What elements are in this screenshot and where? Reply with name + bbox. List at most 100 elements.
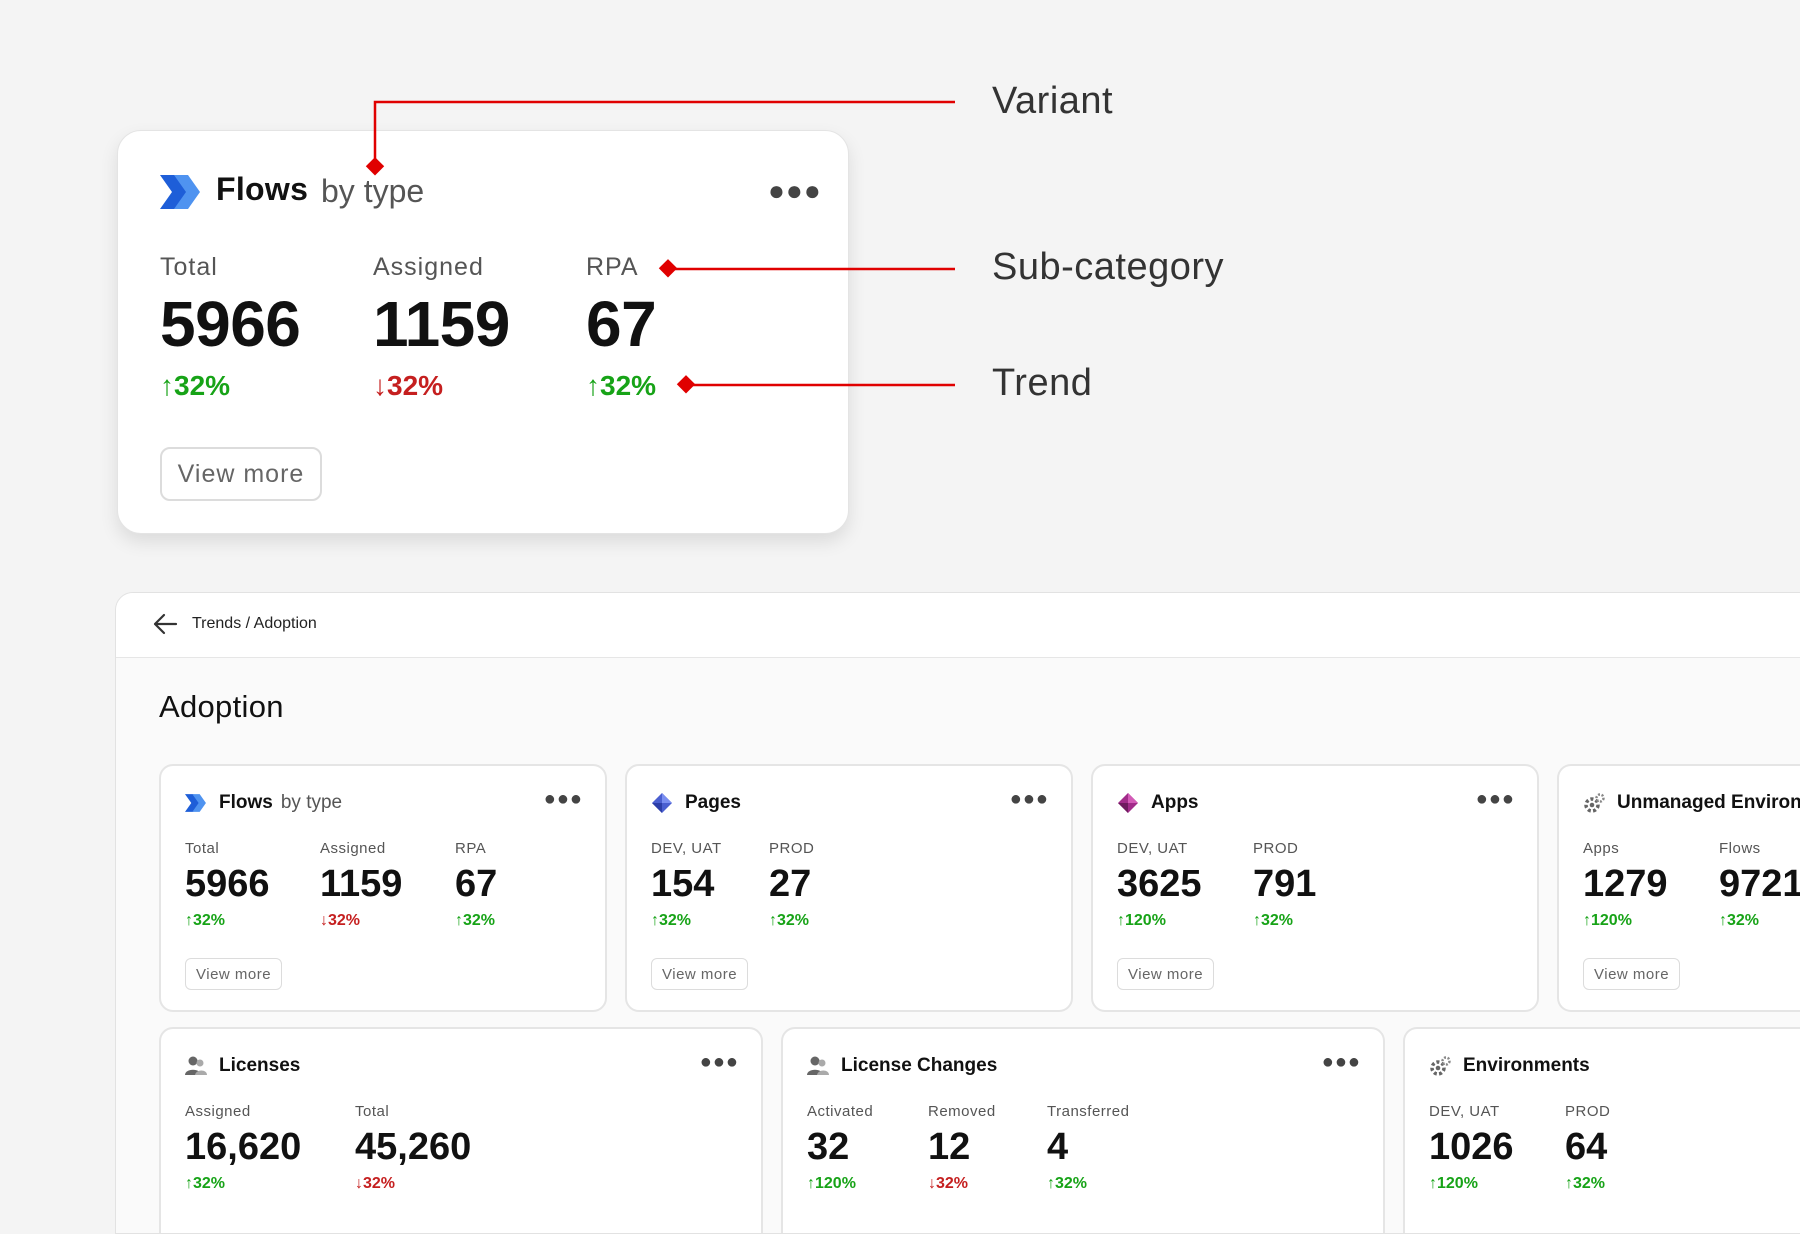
view-more-button[interactable]: View more [651, 958, 749, 990]
gear-icon [1584, 793, 1605, 813]
metric-label: PROD [1565, 1103, 1611, 1120]
metric-value: 1159 [320, 863, 403, 905]
back-arrow-icon[interactable] [152, 611, 178, 637]
flows-icon [160, 175, 200, 209]
metric-rpa: RPA 67 ↑32% [586, 253, 657, 402]
more-dots-icon[interactable]: ●●● [543, 788, 583, 810]
metric-value: 67 [455, 863, 498, 905]
metric-trend: ↑32% [586, 370, 657, 401]
users-icon [807, 1056, 829, 1075]
gear-icon [1430, 1056, 1451, 1076]
view-more-button[interactable]: View more [1117, 958, 1215, 990]
metric-label: PROD [769, 840, 815, 857]
metric-trend: ↓32% [320, 912, 361, 929]
metric-value: 32 [807, 1126, 850, 1168]
metric: Flows 9721 ↑32% [1719, 840, 1800, 930]
metric: DEV, UAT 3625 ↑120% [1117, 840, 1202, 930]
view-more-button[interactable]: View more [185, 958, 283, 990]
metric-trend: ↓32% [355, 1175, 396, 1192]
metric: Total 45,260 ↓32% [355, 1103, 471, 1193]
card-variant: by type [280, 792, 343, 813]
metric-value: 45,260 [355, 1126, 472, 1168]
card-license-changes: License Changes ●●● Activated 32 ↑120% R… [781, 1027, 1385, 1233]
metric-label: Total [160, 253, 218, 281]
metric-value: 1159 [373, 288, 510, 360]
metric-label: Assigned [320, 840, 386, 857]
metric: PROD 791 ↑32% [1253, 840, 1316, 930]
card-title: License Changes [841, 1055, 998, 1076]
more-dots-icon[interactable]: ●●● [768, 175, 822, 206]
metric-value: 791 [1253, 863, 1317, 905]
card-header: Flows by type [219, 792, 342, 814]
metric-label: Total [355, 1103, 390, 1120]
card-title: Licenses [219, 1055, 301, 1076]
more-dots-icon[interactable]: ●●● [1009, 788, 1049, 810]
metric: Apps 1279 ↑120% [1583, 840, 1668, 930]
breadcrumb[interactable]: Trends / Adoption [192, 615, 317, 632]
metric-trend: ↑32% [1253, 912, 1294, 929]
metric: RPA 67 ↑32% [455, 840, 497, 930]
card-licenses: Licenses ●●● Assigned 16,620 ↑32% Total … [159, 1027, 763, 1233]
metric-value: 154 [651, 863, 715, 905]
annotation-trend: Trend [992, 362, 1093, 404]
flows-icon [185, 794, 206, 812]
card-flows: Flows by type ●●● Total 5966 ↑32% Assigne… [159, 764, 607, 1012]
metric-value: 5966 [185, 863, 270, 905]
view-more-button[interactable]: View more [160, 447, 322, 501]
card-header: Licenses [219, 1055, 300, 1077]
more-dots-icon[interactable]: ●●● [1321, 1051, 1361, 1073]
more-dots-icon[interactable]: ●●● [1475, 788, 1515, 810]
card-environments: Environments DEV, UAT 1026 ↑120% PROD 64… [1403, 1027, 1800, 1233]
view-more-button[interactable]: View more [1583, 958, 1681, 990]
metric-trend: ↑120% [1117, 912, 1166, 929]
metric-label: Removed [928, 1103, 996, 1120]
metric-label: Assigned [185, 1103, 251, 1120]
metric-label: Flows [1719, 840, 1761, 857]
metric-trend: ↑32% [1719, 912, 1760, 929]
metric-label: RPA [586, 253, 639, 281]
metric-label: Apps [1583, 840, 1620, 857]
metric-value: 4 [1047, 1126, 1069, 1168]
card-title: Environments [1463, 1055, 1590, 1076]
metric-label: DEV, UAT [651, 840, 722, 857]
metric-trend: ↑32% [185, 912, 226, 929]
card-header: Pages [685, 792, 741, 814]
metric-trend: ↓32% [928, 1175, 969, 1192]
metric-trend: ↑32% [1565, 1175, 1606, 1192]
metric-label: Activated [807, 1103, 874, 1120]
metric-value: 67 [586, 288, 657, 360]
metric-value: 64 [1565, 1126, 1608, 1168]
dashboard-panel: Trends / Adoption Adoption Flows by type … [115, 592, 1800, 1234]
metric-value: 1279 [1583, 863, 1668, 905]
metric-value: 12 [928, 1126, 971, 1168]
metric-value: 5966 [160, 288, 301, 360]
metric: Removed 12 ↓32% [928, 1103, 996, 1193]
metric: DEV, UAT 154 ↑32% [651, 840, 722, 930]
metric-value: 3625 [1117, 863, 1202, 905]
metric-label: DEV, UAT [1429, 1103, 1500, 1120]
metric-value: 27 [769, 863, 812, 905]
metric: Activated 32 ↑120% [807, 1103, 873, 1193]
metric-trend: ↑32% [455, 912, 496, 929]
metric-label: Transferred [1047, 1103, 1130, 1120]
card-header: Apps [1151, 792, 1199, 814]
metric-assigned: Assigned 1159 ↓32% [373, 253, 510, 402]
top-bar: Trends / Adoption [116, 593, 1800, 658]
metric-label: RPA [455, 840, 487, 857]
metric: Assigned 16,620 ↑32% [185, 1103, 301, 1193]
page-title: Adoption [159, 689, 284, 724]
more-dots-icon[interactable]: ●●● [699, 1051, 739, 1073]
metric-label: PROD [1253, 840, 1299, 857]
users-icon [185, 1056, 207, 1075]
metric-trend: ↑32% [185, 1175, 226, 1192]
card-title: Unmanaged Environ [1617, 792, 1800, 813]
card-pages: Pages ●●● DEV, UAT 154 ↑32% PROD 27 ↑32%… [625, 764, 1073, 1012]
metric-trend: ↑32% [160, 370, 231, 401]
metric: Assigned 1159 ↓32% [320, 840, 402, 930]
annotation-variant: Variant [992, 80, 1114, 122]
annotation-subcategory: Sub-category [992, 246, 1225, 288]
metric-label: Total [185, 840, 220, 857]
card-title: Apps [1151, 792, 1199, 813]
metric: Transferred 4 ↑32% [1047, 1103, 1129, 1193]
metric: PROD 64 ↑32% [1565, 1103, 1610, 1193]
